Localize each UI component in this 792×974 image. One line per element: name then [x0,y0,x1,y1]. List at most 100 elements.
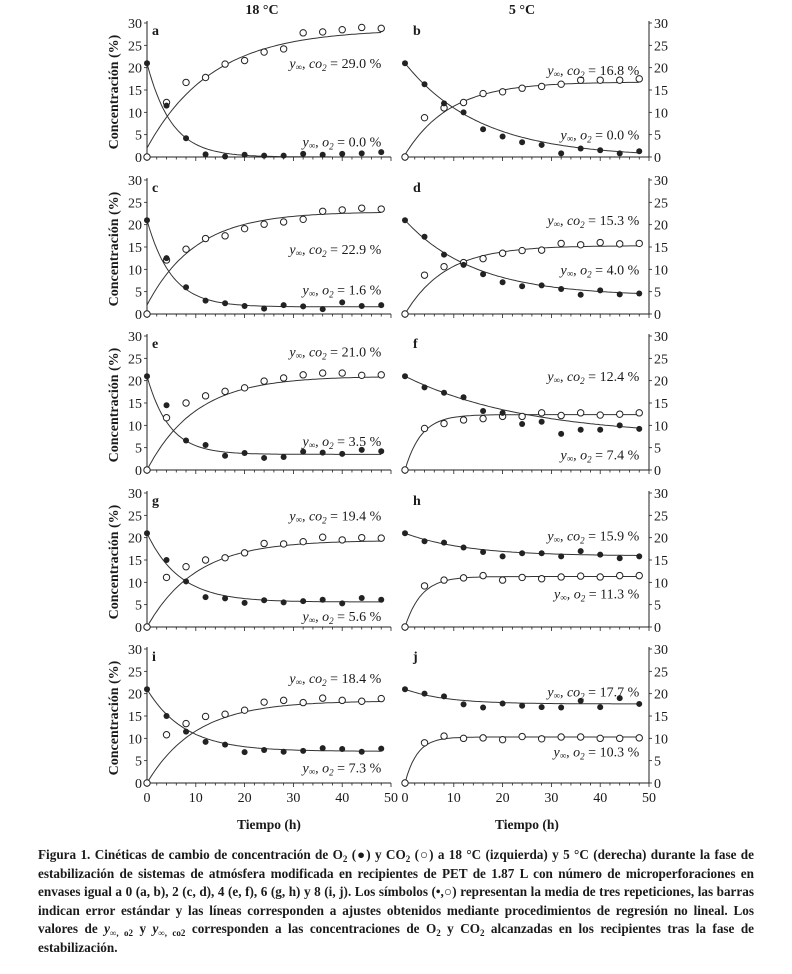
y-tick-label: 30 [128,174,142,189]
o2-point [319,745,326,752]
co2-point [459,574,468,582]
annotation-text: , [302,346,309,361]
co2-point [635,75,643,83]
co2-point [518,412,526,421]
annotation-symbol: y [552,746,561,761]
x-tick-label: 0 [144,791,151,806]
y-tick-label: 10 [128,732,142,747]
o2-point [300,747,307,754]
column-title-5c: 5 °C [509,3,535,18]
y-tick-label: 20 [128,532,142,547]
o2-point [538,550,545,557]
co2-point [576,241,585,249]
y-tick-label: 15 [128,710,142,725]
co2-point [240,549,249,557]
co2-point [143,310,151,318]
co2-point [377,534,385,542]
co2-point [162,414,171,422]
o2-point [519,702,526,709]
y-tick-label: 25 [128,352,142,367]
co2-point [240,384,249,392]
co2-point [616,734,624,743]
y-tick-label: 20 [654,375,668,390]
annotation-variable: co [309,57,322,72]
y-axis-title: Concentración (%) [107,191,122,306]
annotation-value: = 7.4 % [592,448,640,463]
annotation-text: , [573,263,580,278]
panel-letter: b [413,24,421,39]
o2-point [378,149,385,156]
o2-point [441,100,448,107]
o2-point [616,150,623,157]
y-axis-title: Concentración (%) [107,504,122,619]
o2-point [261,746,268,753]
o2-point [241,450,248,457]
annotation-text: , [560,214,567,229]
o2-point [163,255,170,262]
yinf-annotation: y∞, co2 = 29.0 % [287,57,381,73]
annotation-text: , [560,529,567,544]
o2-point [358,302,365,309]
o2-point [402,530,408,537]
co2-point [377,694,385,703]
co2-point [318,369,327,377]
o2-point [144,530,150,537]
co2-point [143,153,151,161]
yinf-annotation: y∞, co2 = 15.3 % [545,214,639,230]
yinf-annotation: y∞, co2 = 17.7 % [545,685,639,701]
o2-point [202,151,209,158]
annotation-text: , [302,509,309,524]
o2-point [261,152,268,159]
o2-point [402,373,408,380]
co2-point [279,374,288,382]
yinf-annotation: y∞, co2 = 18.4 % [287,672,381,688]
y-axis-title: Concentración (%) [107,34,122,149]
annotation-subscript: 2 [580,70,585,80]
o2-point [358,748,365,755]
o2-point [519,283,526,290]
co2-point [498,576,507,584]
annotation-variable: co [567,685,580,700]
co2-point [576,409,585,417]
co2-point [596,573,604,581]
y-tick-label: 0 [654,308,661,323]
yinf-annotation: y∞, o2 = 11.3 % [552,588,640,604]
y-tick-label: 5 [654,129,661,144]
co2-point [358,23,366,32]
panel-letter: d [413,181,421,196]
o2-point [616,422,623,429]
annotation-value: = 15.3 % [585,214,640,229]
co2-point [401,623,409,631]
figure-caption: Figura 1. Cinéticas de cambio de concent… [38,846,754,958]
o2-point [163,557,170,563]
o2-point [300,448,307,455]
x-axis-title: Tiempo (h) [495,817,559,832]
o2-point [241,749,248,756]
annotation-value: = 17.7 % [585,685,640,700]
o2-point [163,713,170,719]
co2-point [299,698,307,707]
y-tick-label: 5 [654,442,661,457]
co2-point [260,698,268,706]
o2-point [358,150,365,157]
o2-point [402,60,408,67]
co2-point [240,56,249,65]
annotation-variable: o [580,448,587,463]
yinf-annotation: y∞, co2 = 21.0 % [287,346,381,362]
o2-point [421,538,428,545]
y-tick-label: 20 [128,62,142,77]
caption-subscript: 2 [436,928,441,939]
annotation-subscript: 2 [580,752,585,762]
o2-point [402,217,408,224]
y-tick-label: 20 [654,219,668,234]
co2-point [201,556,210,564]
o2-point [421,233,428,240]
o2-point [241,302,248,309]
o2-point [163,402,170,409]
co2-point [635,409,643,417]
o2-point [519,139,526,146]
annotation-subscript: ∞ [296,677,302,687]
o2-point [460,701,467,708]
